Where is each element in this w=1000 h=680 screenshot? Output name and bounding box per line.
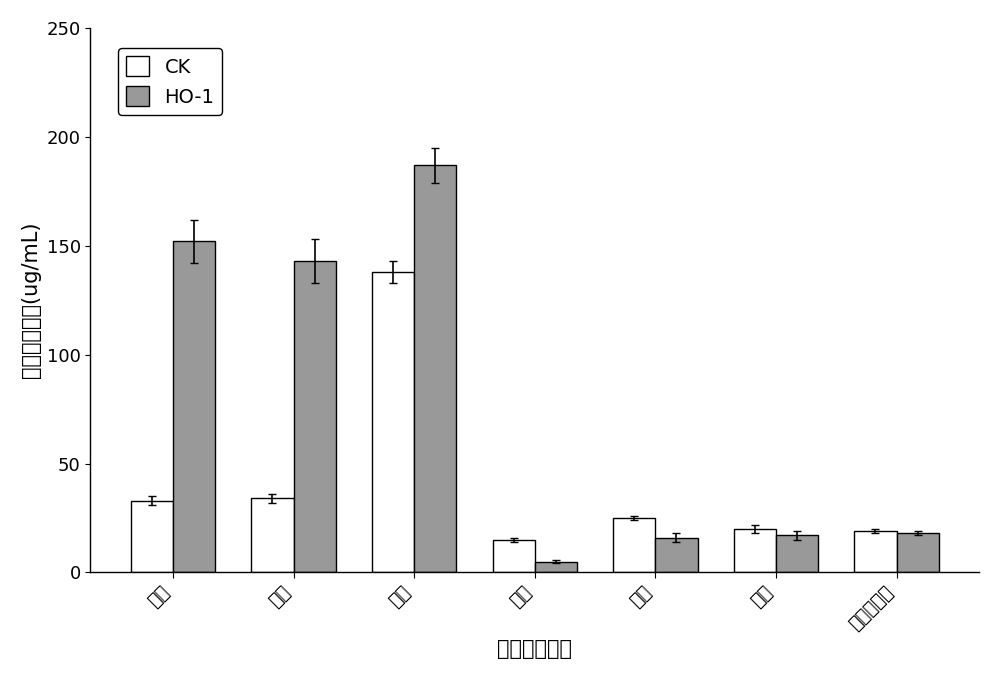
- Bar: [131, 500, 173, 573]
- Bar: [294, 261, 336, 573]
- Bar: [372, 272, 414, 573]
- Bar: [613, 518, 655, 573]
- Bar: [414, 165, 456, 573]
- Legend: CK, HO-1: CK, HO-1: [118, 48, 222, 115]
- Bar: [734, 529, 776, 573]
- Bar: [776, 535, 818, 573]
- Bar: [897, 533, 939, 573]
- Bar: [535, 562, 577, 573]
- X-axis label: 致香物质种类: 致香物质种类: [497, 639, 572, 659]
- Bar: [173, 241, 215, 573]
- Bar: [655, 538, 698, 573]
- Y-axis label: 致香物质含量(ug/mL): 致香物质含量(ug/mL): [21, 222, 41, 378]
- Bar: [493, 540, 535, 573]
- Bar: [251, 498, 294, 573]
- Bar: [854, 531, 897, 573]
